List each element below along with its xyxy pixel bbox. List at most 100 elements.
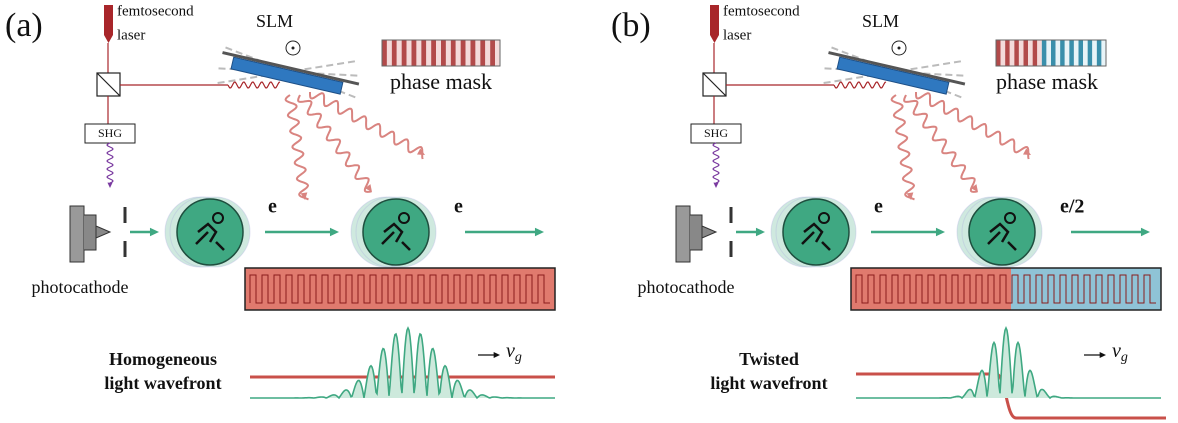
- mask-stripe: [446, 40, 451, 66]
- mask-stripe: [495, 40, 500, 66]
- polarization-dot: [898, 47, 901, 50]
- laser-label: femtosecond: [723, 3, 800, 19]
- arrow-head: [1023, 149, 1031, 155]
- mask-stripe: [1101, 40, 1106, 66]
- uv-wave: [107, 143, 113, 183]
- electron: [363, 199, 429, 265]
- velocity-symbol: v: [1112, 340, 1121, 362]
- mask-stripe: [996, 40, 1001, 66]
- photocathode-tip: [84, 215, 110, 250]
- mask-stripe: [426, 40, 431, 66]
- mask-stripe: [431, 40, 436, 66]
- photocathode-label: photocathode: [32, 277, 129, 297]
- diffracted-wave: [310, 92, 423, 159]
- mask-stripe: [1065, 40, 1070, 66]
- mask-stripe: [1019, 40, 1024, 66]
- arrow-head: [330, 228, 339, 237]
- mask-stripe: [480, 40, 485, 66]
- arrow-head: [1100, 352, 1106, 358]
- mask-stripe: [1024, 40, 1029, 66]
- mask-stripe: [436, 40, 441, 66]
- phase-mask-label: phase mask: [996, 69, 1098, 94]
- shg-label: SHG: [704, 126, 728, 140]
- wavefront-label: light wavefront: [710, 373, 827, 393]
- mask-stripe: [382, 40, 387, 66]
- mask-stripe: [466, 40, 471, 66]
- laser-label: laser: [117, 27, 145, 43]
- arrow-head: [756, 228, 765, 237]
- mask-stripe: [1079, 40, 1084, 66]
- photocathode-label: photocathode: [638, 277, 735, 297]
- mask-stripe: [1037, 40, 1042, 66]
- laser-label: femtosecond: [117, 3, 194, 19]
- mask-stripe: [392, 40, 397, 66]
- electron: [783, 199, 849, 265]
- beam-wave: [228, 82, 280, 88]
- field-red: [851, 268, 1011, 310]
- electron-label: e: [874, 196, 883, 218]
- electron: [969, 199, 1035, 265]
- wavefront-label: light wavefront: [104, 373, 221, 393]
- shg-label: SHG: [98, 126, 122, 140]
- mask-stripe: [1028, 40, 1033, 66]
- mask-stripe: [456, 40, 461, 66]
- figure: (a)femtosecondlaserSLMphase maskSHGphoto…: [0, 0, 1178, 423]
- arrow-head: [417, 149, 425, 155]
- mask-stripe: [412, 40, 417, 66]
- velocity-subscript: g: [1121, 350, 1128, 365]
- wavefront-label: Twisted: [739, 349, 799, 369]
- arrow-head: [107, 183, 112, 188]
- mask-stripe: [397, 40, 402, 66]
- panel: (b) femtosecond laser SLM phase mask SHG photo…: [611, 3, 1166, 418]
- mask-stripe: [1014, 40, 1019, 66]
- photocathode-tip: [690, 215, 716, 250]
- slm-label: SLM: [256, 11, 293, 31]
- diffracted-wave: [286, 95, 309, 199]
- polarization-dot: [292, 47, 295, 50]
- arrow-head: [1141, 228, 1150, 237]
- mask-stripe: [1069, 40, 1074, 66]
- wavefront-label: Homogeneous: [109, 349, 217, 369]
- mask-stripe: [407, 40, 412, 66]
- mask-stripe: [1083, 40, 1088, 66]
- panel-label: (b): [611, 7, 651, 44]
- mask-stripe: [1046, 40, 1051, 66]
- mask-stripe: [387, 40, 392, 66]
- slm-label: SLM: [862, 11, 899, 31]
- mask-stripe: [402, 40, 407, 66]
- mask-stripe: [1074, 40, 1079, 66]
- diffracted-wave: [904, 95, 977, 192]
- arrow-head: [936, 228, 945, 237]
- diffracted-wave: [916, 92, 1029, 159]
- laser-label: laser: [723, 27, 751, 43]
- photocathode-base: [70, 206, 84, 262]
- velocity-label: vg: [506, 340, 522, 366]
- wave-packet: [856, 328, 1161, 398]
- mask-stripe: [1092, 40, 1097, 66]
- diffracted-wave: [298, 95, 371, 192]
- mask-stripe: [416, 40, 421, 66]
- mask-stripe: [421, 40, 426, 66]
- electron: [177, 199, 243, 265]
- arrow-head: [494, 352, 500, 358]
- mask-stripe: [485, 40, 490, 66]
- mask-stripe: [475, 40, 480, 66]
- mask-stripe: [1033, 40, 1038, 66]
- mask-stripe: [461, 40, 466, 66]
- electron-label: e/2: [1060, 196, 1084, 218]
- phase-mask-label: phase mask: [390, 69, 492, 94]
- arrow-head: [150, 228, 159, 237]
- uv-wave: [713, 143, 719, 183]
- mask-stripe: [490, 40, 495, 66]
- velocity-label: vg: [1112, 340, 1128, 366]
- wave-packet: [250, 328, 555, 398]
- laser: [104, 5, 113, 43]
- mask-stripe: [1010, 40, 1015, 66]
- mask-stripe: [1042, 40, 1047, 66]
- mask-stripe: [1051, 40, 1056, 66]
- velocity-symbol: v: [506, 340, 515, 362]
- photocathode-base: [676, 206, 690, 262]
- laser: [710, 5, 719, 43]
- mask-stripe: [471, 40, 476, 66]
